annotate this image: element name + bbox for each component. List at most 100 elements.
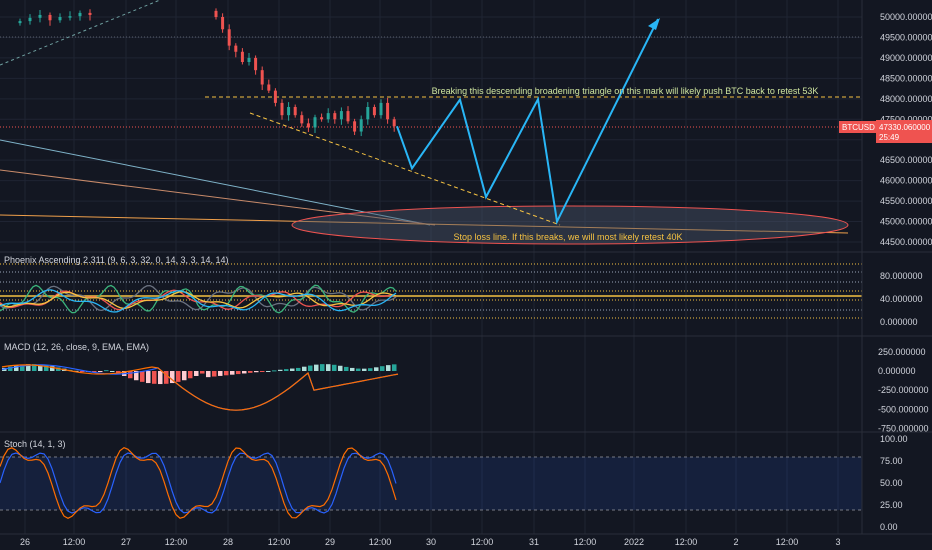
- macd-histogram-bar: [8, 366, 13, 371]
- phoenix-line: [0, 284, 397, 312]
- macd-histogram-bar: [32, 364, 37, 371]
- y-tick-label: 46000.000000: [880, 176, 932, 186]
- macd-histogram-bar: [290, 368, 295, 371]
- candle-body: [214, 10, 218, 17]
- candle-body: [221, 17, 225, 30]
- macd-histogram-bar: [344, 366, 349, 371]
- symbol-tag: [839, 121, 879, 133]
- triangle-bottom-line[interactable]: [249, 112, 561, 226]
- price-tag-value: 47330.060000: [879, 123, 931, 132]
- candle-body: [313, 117, 317, 128]
- phoenix-line: [0, 289, 397, 313]
- candle-body: [247, 57, 251, 62]
- x-tick-label: 12:00: [574, 537, 597, 547]
- macd-histogram-bar: [98, 371, 103, 372]
- macd-histogram-bar: [140, 371, 145, 382]
- candle-body: [234, 45, 238, 52]
- candle-body: [333, 113, 337, 120]
- price-axis[interactable]: 50000.000000 49500.000000 49000.000000 4850…: [839, 0, 932, 534]
- candle-body: [359, 119, 363, 132]
- x-tick-label: 3: [835, 537, 840, 547]
- y-tick-label: 0.000000: [880, 317, 918, 327]
- macd-histogram-bar: [14, 365, 19, 371]
- macd-line: [1, 364, 399, 411]
- projection-path[interactable]: [396, 18, 659, 225]
- y-tick-label: 49500.000000: [880, 32, 932, 42]
- x-tick-label: 12:00: [268, 537, 291, 547]
- macd-histogram-bar: [152, 371, 157, 384]
- candle-body: [353, 121, 357, 132]
- price-tag: [876, 120, 932, 143]
- y-tick-label: -750.000000: [878, 424, 929, 434]
- trendline-blue[interactable]: [0, 139, 431, 226]
- stoch-pane[interactable]: Stoch (14, 1, 3): [0, 431, 932, 519]
- x-tick-label: 2022: [624, 537, 644, 547]
- candle-body: [379, 102, 383, 116]
- macd-histogram-bar: [332, 364, 337, 371]
- x-tick-label: 29: [325, 537, 335, 547]
- macd-histogram-bar: [56, 367, 61, 371]
- macd-histogram-bar: [356, 368, 361, 371]
- candle-body: [293, 107, 297, 116]
- x-tick-label: 12:00: [63, 537, 86, 547]
- macd-histogram-bar: [266, 371, 271, 372]
- stop-loss-line[interactable]: [0, 214, 849, 234]
- phoenix-title: Phoenix Ascending 2.311 (9, 6, 3, 32, 0,…: [4, 255, 229, 265]
- macd-histogram-bar: [182, 371, 187, 381]
- x-tick-label: 12:00: [471, 537, 494, 547]
- candle-body: [240, 51, 244, 62]
- candle-body: [254, 57, 258, 71]
- time-axis[interactable]: 26 12:00 27 12:00 28 12:00 29 12:00 30 12:00 31 12:…: [0, 533, 932, 547]
- y-tick-label: 40.000000: [880, 294, 923, 304]
- y-tick-label: -500.000000: [878, 404, 929, 414]
- candle-body: [227, 29, 231, 46]
- y-tick-label: 100.00: [880, 434, 908, 444]
- trendline-orange[interactable]: [0, 169, 436, 226]
- macd-histogram-bar: [284, 369, 289, 371]
- stoch-line: [0, 452, 397, 514]
- y-tick-label: 47500.000000: [880, 114, 932, 124]
- macd-title: MACD (12, 26, close, 9, EMA, EMA): [4, 342, 149, 352]
- macd-histogram-bar: [272, 370, 277, 372]
- stoch-line: [0, 447, 397, 519]
- macd-histogram-bar: [362, 368, 367, 371]
- x-tick-label: 12:00: [165, 537, 188, 547]
- candle-body: [326, 113, 330, 120]
- upper-dashed-trendline[interactable]: [0, 0, 161, 66]
- y-tick-label: 48000.000000: [880, 94, 932, 104]
- macd-histogram-bar: [44, 365, 49, 371]
- price-pane[interactable]: Breaking this descending broadening tria…: [0, 0, 862, 245]
- macd-histogram-bar: [50, 366, 55, 371]
- candle-body: [372, 107, 376, 116]
- x-tick-label: 2: [733, 537, 738, 547]
- candle-body: [339, 111, 343, 120]
- price-tag-countdown: 25:49: [879, 133, 900, 142]
- macd-histogram-bar: [296, 367, 301, 371]
- macd-histogram-bar: [146, 371, 151, 384]
- stoch-lines: [0, 447, 397, 519]
- x-tick-label: 30: [426, 537, 436, 547]
- support-zone-ellipse[interactable]: [291, 205, 849, 245]
- x-tick-label: 31: [529, 537, 539, 547]
- phoenix-pane[interactable]: Phoenix Ascending 2.311 (9, 6, 3, 32, 0,…: [0, 251, 932, 319]
- stop-loss-annotation: Stop loss line. If this breaks, we will …: [453, 232, 682, 242]
- y-tick-label: 25.00: [880, 500, 903, 510]
- x-tick-label: 26: [20, 537, 30, 547]
- phoenix-lines: [0, 284, 397, 314]
- y-tick-label: 45000.000000: [880, 217, 932, 227]
- x-tick-labels: 26 12:00 27 12:00 28 12:00 29 12:00 30 12:00 31 12:…: [20, 537, 841, 547]
- macd-pane[interactable]: MACD (12, 26, close, 9, EMA, EMA): [0, 335, 932, 411]
- macd-histogram-bar: [206, 371, 211, 378]
- candle-body: [48, 14, 52, 21]
- macd-histogram-bar: [26, 364, 31, 371]
- macd-histogram-bar: [248, 371, 253, 373]
- y-tick-labels: 50000.000000 49500.000000 49000.000000 4850…: [878, 12, 932, 532]
- macd-histogram-bar: [278, 369, 283, 371]
- macd-histogram-bar: [134, 371, 139, 381]
- macd-histogram-bar: [200, 371, 205, 374]
- candle-body: [392, 119, 396, 127]
- x-tick-label: 27: [121, 537, 131, 547]
- macd-histogram-bar: [254, 371, 259, 373]
- candle-body: [320, 117, 324, 120]
